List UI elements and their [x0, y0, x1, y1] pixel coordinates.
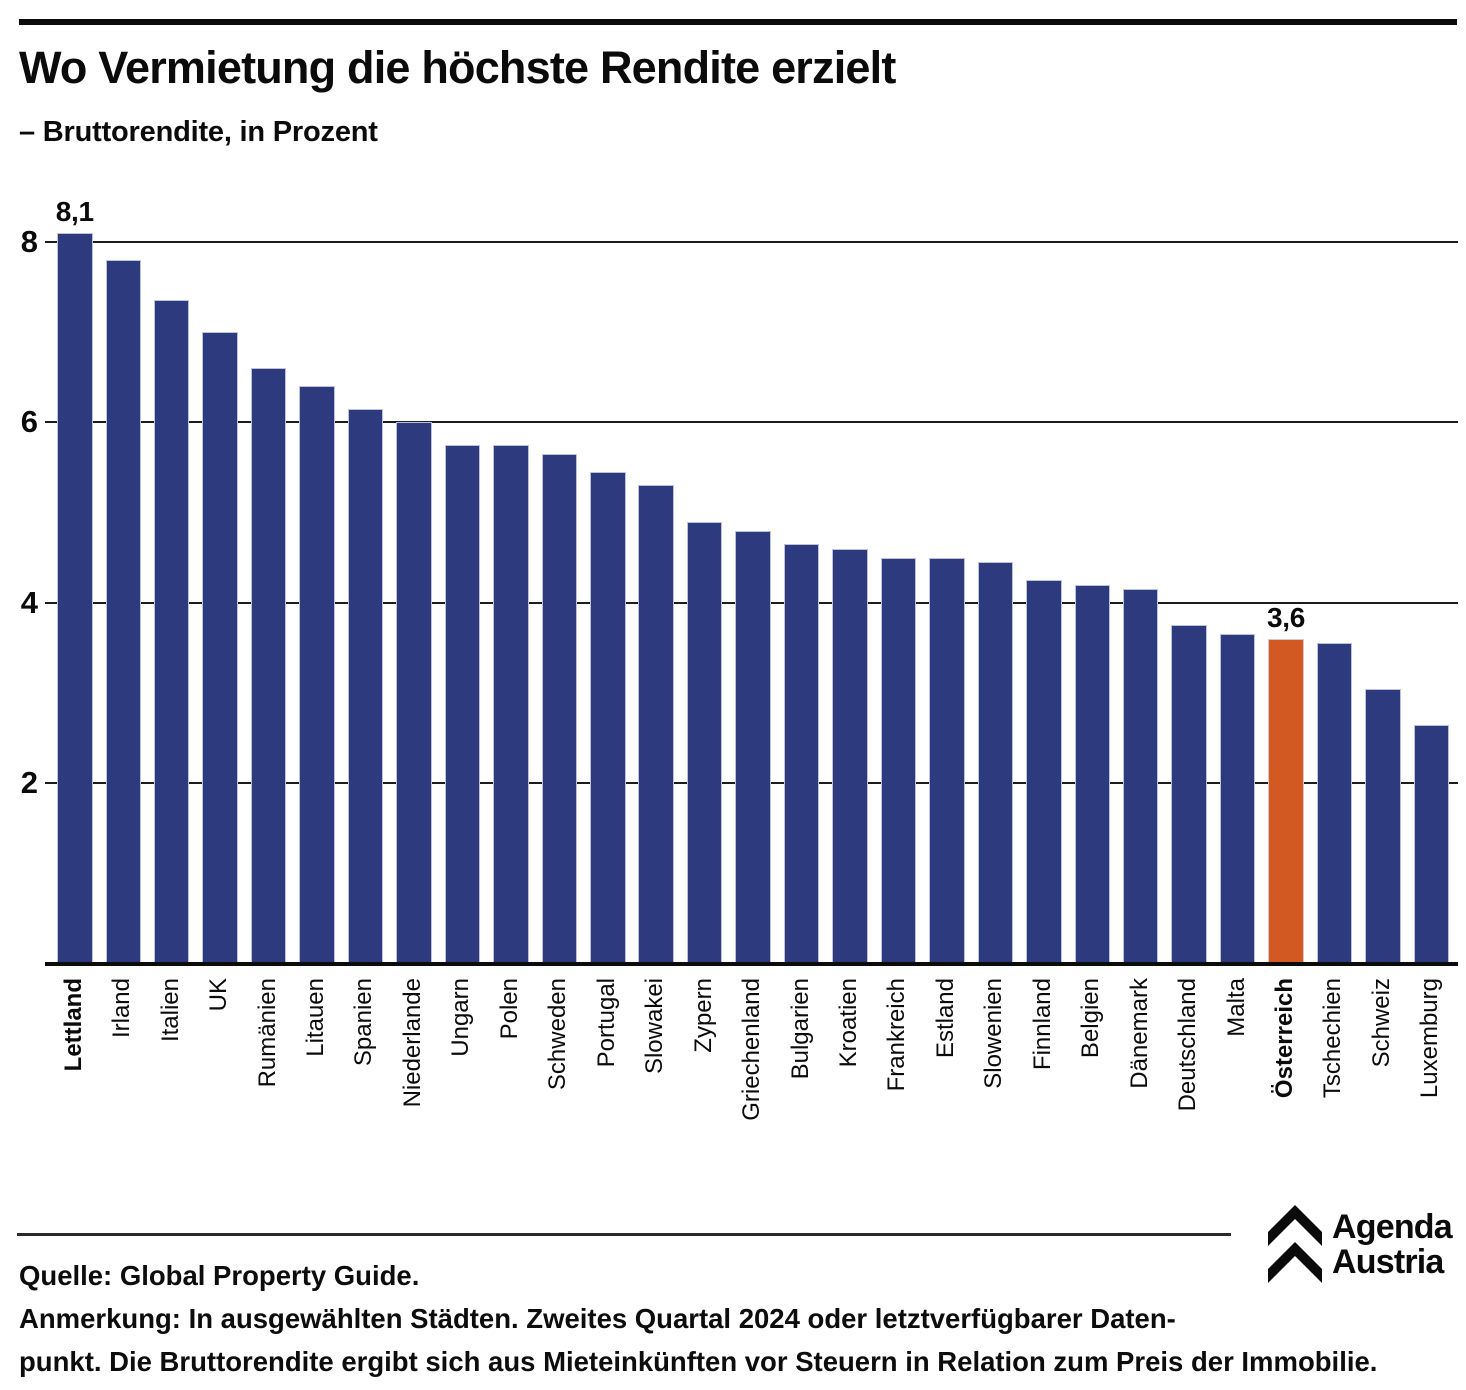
- category-label-dänemark: Dänemark: [1125, 978, 1153, 1089]
- bar-tschechien: [1316, 643, 1353, 964]
- category-label-rumänien: Rumänien: [253, 978, 281, 1088]
- page-title: Wo Vermietung die höchste Rendite erziel…: [19, 42, 896, 93]
- category-label-polen: Polen: [495, 978, 523, 1040]
- category-label-frankreich: Frankreich: [883, 978, 911, 1092]
- note-text-line1: Anmerkung: In ausgewählten Städten. Zwei…: [19, 1303, 1176, 1334]
- category-label-estland: Estland: [931, 978, 959, 1059]
- y-axis-tick-label: 2: [20, 765, 38, 801]
- category-label-spanien: Spanien: [350, 978, 378, 1067]
- bar-malta: [1219, 634, 1256, 964]
- bar-frankreich: [880, 557, 917, 964]
- bar-deutschland: [1171, 625, 1207, 964]
- double-chevron-up-icon: [1268, 1205, 1322, 1283]
- value-label-österreich: 3,6: [1266, 601, 1306, 633]
- category-label-uk: UK: [205, 978, 233, 1012]
- footer-divider: [17, 1233, 1231, 1236]
- category-label-schweiz: Schweiz: [1367, 978, 1395, 1068]
- bar-luxemburg: [1413, 724, 1450, 964]
- category-label-österreich: Österreich: [1271, 978, 1298, 1099]
- bar-österreich: [1268, 638, 1304, 964]
- agenda-austria-logo: Agenda Austria: [1268, 1204, 1453, 1284]
- category-label-ungarn: Ungarn: [447, 978, 475, 1057]
- y-axis-tick-label: 4: [20, 584, 38, 620]
- bar-uk: [202, 331, 238, 964]
- category-label-litauen: Litauen: [302, 978, 329, 1057]
- bar-rumänien: [250, 368, 287, 964]
- bar-lettland: [57, 232, 93, 964]
- category-label-finnland: Finnland: [1028, 978, 1056, 1071]
- bar-niederlande: [396, 422, 432, 964]
- bar-dänemark: [1122, 589, 1159, 964]
- source-text: Quelle: Global Property Guide.: [19, 1260, 420, 1291]
- top-rule: [19, 19, 1457, 25]
- y-axis-tick-label: 8: [20, 223, 38, 259]
- category-label-slowenien: Slowenien: [980, 978, 1008, 1089]
- bar-portugal: [590, 471, 626, 964]
- bar-spanien: [347, 408, 384, 964]
- gridline-y8: [45, 240, 1458, 243]
- bar-schweden: [541, 453, 577, 964]
- bar-polen: [493, 444, 529, 964]
- x-axis-line: [45, 962, 1458, 966]
- category-label-tschechien: Tschechien: [1319, 978, 1347, 1099]
- bar-estland: [929, 557, 965, 964]
- bar-irland: [105, 259, 141, 964]
- category-label-italien: Italien: [156, 978, 184, 1043]
- category-label-lettland: Lettland: [59, 978, 87, 1072]
- chart-subtitle: – Bruttorendite, in Prozent: [19, 116, 378, 148]
- bar-belgien: [1074, 584, 1110, 964]
- bar-finnland: [1026, 580, 1062, 964]
- bar-schweiz: [1365, 688, 1401, 964]
- category-label-griechenland: Griechenland: [738, 978, 766, 1121]
- category-label-bulgarien: Bulgarien: [786, 978, 814, 1080]
- bar-slowakei: [638, 485, 674, 964]
- category-label-belgien: Belgien: [1077, 978, 1105, 1059]
- category-label-kroatien: Kroatien: [834, 978, 862, 1068]
- note-text-line2: punkt. Die Bruttorendite ergibt sich aus…: [19, 1346, 1378, 1377]
- category-label-luxemburg: Luxemburg: [1416, 978, 1444, 1099]
- bar-slowenien: [977, 562, 1014, 964]
- bar-litauen: [299, 386, 335, 964]
- bar-zypern: [686, 521, 723, 964]
- logo-word-line2: Austria: [1332, 1243, 1444, 1281]
- footer-notes: Quelle: Global Property Guide. Anmerkung…: [19, 1254, 1377, 1383]
- logo-word-line1: Agenda: [1332, 1208, 1453, 1246]
- category-label-zypern: Zypern: [689, 978, 717, 1053]
- bar-ungarn: [444, 444, 481, 964]
- value-label-lettland: 8,1: [55, 195, 94, 227]
- bar-bulgarien: [783, 544, 820, 964]
- category-label-deutschland: Deutschland: [1174, 978, 1202, 1112]
- gridline-y6: [45, 421, 1458, 424]
- category-label-slowakei: Slowakei: [641, 978, 669, 1075]
- category-label-niederlande: Niederlande: [398, 978, 426, 1108]
- bar-italien: [153, 300, 190, 964]
- category-label-malta: Malta: [1222, 978, 1250, 1037]
- category-label-schweden: Schweden: [544, 978, 572, 1091]
- logo-wordmark: Agenda Austria: [1332, 1208, 1453, 1281]
- bar-griechenland: [735, 530, 771, 964]
- bar-kroatien: [832, 548, 868, 964]
- category-label-portugal: Portugal: [592, 978, 620, 1068]
- y-axis-tick-label: 6: [20, 404, 38, 440]
- category-label-irland: Irland: [108, 978, 136, 1039]
